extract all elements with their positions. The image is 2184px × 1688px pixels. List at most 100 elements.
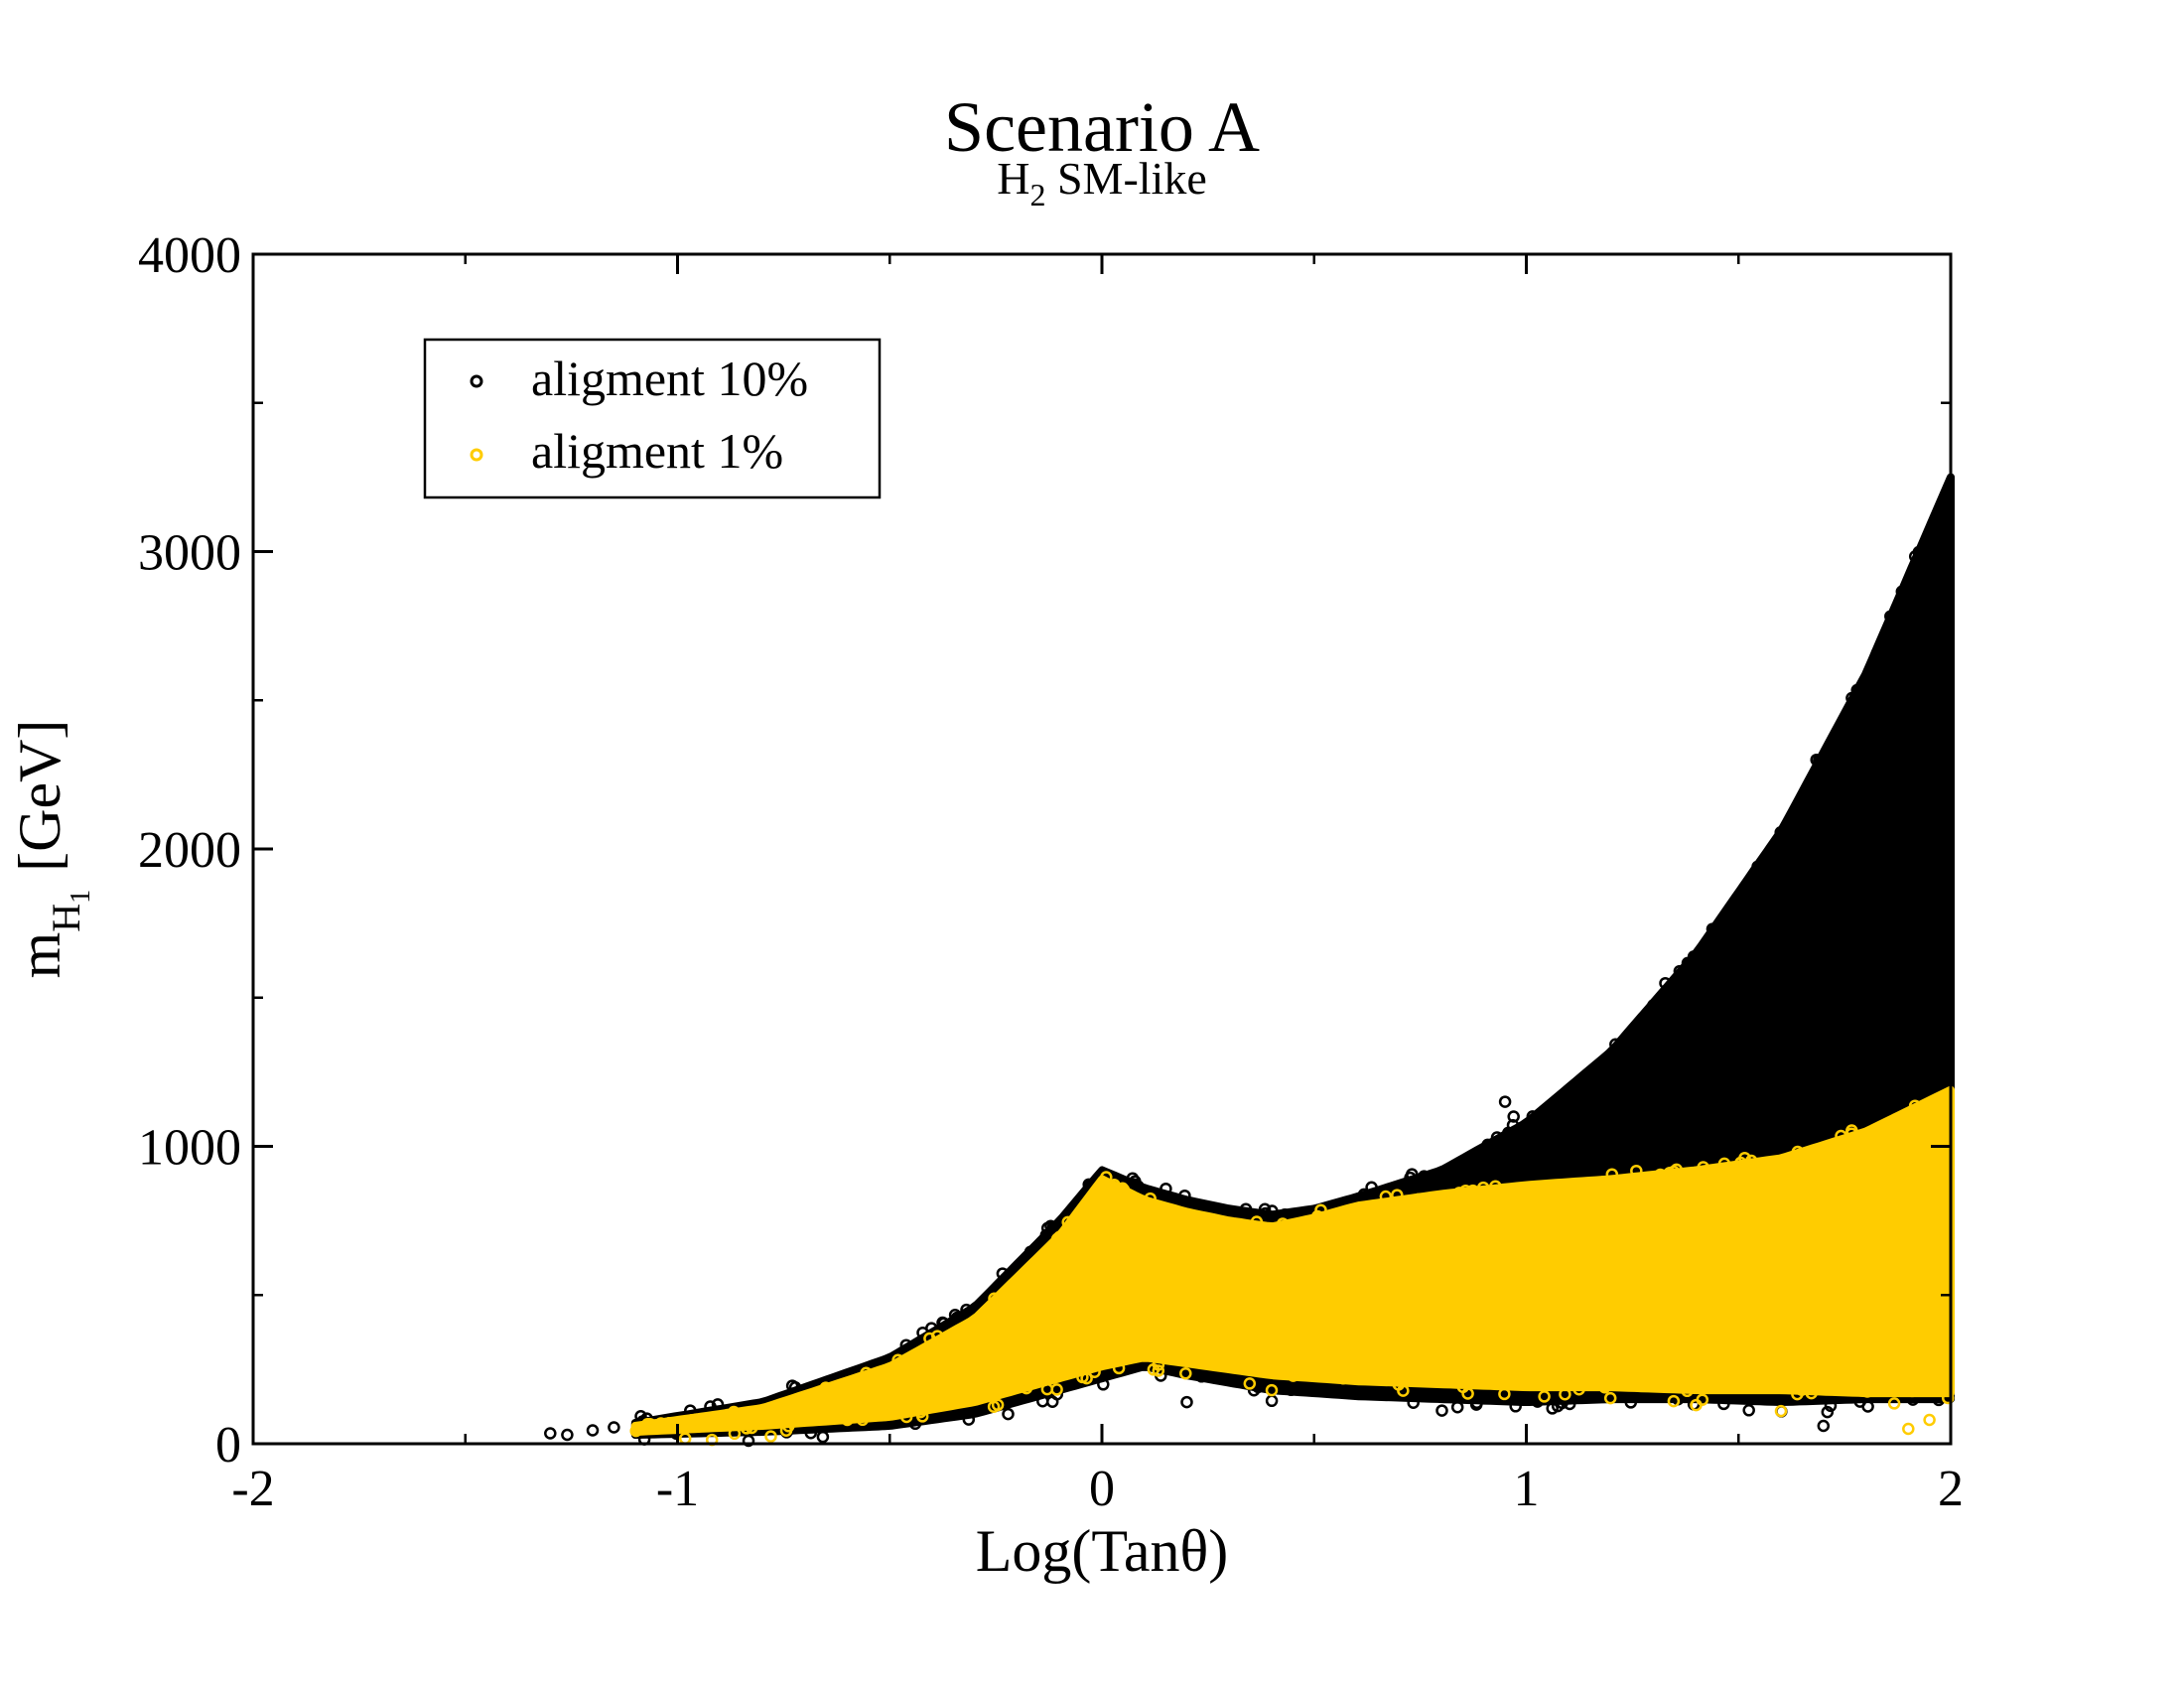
svg-text:mH1[GeV]: mH1 [GeV] (7, 720, 96, 979)
data-point (774, 1399, 788, 1412)
data-point (931, 1330, 944, 1342)
data-point (1221, 1358, 1235, 1371)
data-point (1020, 1381, 1033, 1395)
data-point (1559, 1387, 1571, 1401)
data-point (1624, 1396, 1638, 1409)
legend: aligment 10% aligment 1% (423, 338, 882, 499)
data-point (1097, 1378, 1110, 1391)
data-point (1476, 1181, 1490, 1195)
data-point (1318, 1369, 1331, 1383)
data-point (1435, 1404, 1448, 1417)
data-point (1100, 1171, 1113, 1184)
data-point (1412, 1193, 1425, 1206)
chart-subtitle: H2 SM-like (997, 153, 1207, 212)
data-point (1178, 1189, 1191, 1202)
ylabel-subsub: 1 (66, 890, 96, 904)
data-point (1002, 1407, 1015, 1421)
data-point (908, 1417, 922, 1431)
data-point (1452, 1187, 1466, 1199)
data-point (746, 1421, 758, 1435)
data-point (1538, 1390, 1551, 1403)
data-point (1126, 1172, 1140, 1185)
data-point (1336, 1371, 1350, 1385)
data-point (1603, 1391, 1617, 1405)
data-point (1585, 1179, 1598, 1193)
ylabel-sub: H (44, 904, 88, 932)
x-axis-label: Log(Tanθ) (976, 1518, 1228, 1584)
data-point (1858, 1376, 1872, 1390)
data-point (1375, 1371, 1388, 1385)
data-point (959, 1385, 973, 1399)
series-1 (629, 1085, 1955, 1447)
data-point (740, 1422, 753, 1435)
data-point (1563, 1397, 1576, 1411)
data-point (654, 1417, 668, 1430)
data-point (1527, 1371, 1541, 1384)
data-point (1442, 1367, 1456, 1380)
data-point (727, 1405, 741, 1419)
data-point (1489, 1370, 1502, 1384)
data-point (1738, 1151, 1751, 1165)
data-point (1310, 1209, 1324, 1223)
data-point (1609, 1038, 1622, 1052)
data-point (1528, 1113, 1541, 1127)
data-point (1255, 1378, 1269, 1391)
ylabel-main: m (7, 932, 72, 979)
data-point (816, 1430, 830, 1444)
data-point (1127, 1178, 1140, 1191)
data-point (1459, 1184, 1472, 1197)
data-point (1050, 1232, 1064, 1246)
data-point (1285, 1383, 1297, 1397)
y-tick-label: 3000 (138, 525, 241, 582)
legend-marker-1 (470, 448, 483, 462)
data-point (1822, 1378, 1835, 1392)
legend-marker-0 (470, 374, 483, 388)
data-point (1479, 1390, 1493, 1403)
data-point (1489, 1180, 1502, 1193)
data-point (1206, 1213, 1220, 1226)
data-point (1902, 1422, 1915, 1436)
data-point (1905, 1384, 1919, 1398)
data-point (841, 1413, 854, 1427)
data-point (1052, 1230, 1066, 1244)
data-point (742, 1434, 755, 1448)
data-point (1180, 1395, 1193, 1409)
data-point (1195, 1370, 1208, 1383)
data-point (1667, 1394, 1681, 1408)
data-point (1923, 1413, 1936, 1427)
data-point (1941, 1391, 1955, 1405)
subtitle-sub: 2 (1029, 177, 1045, 212)
data-point (1061, 1215, 1074, 1229)
data-point (922, 1340, 936, 1354)
data-point (1673, 964, 1687, 978)
data-point (1861, 1400, 1874, 1413)
data-point (1434, 1194, 1447, 1206)
data-point (721, 1408, 735, 1422)
data-point (1744, 1154, 1758, 1168)
data-point (586, 1424, 600, 1437)
data-point (1406, 1168, 1419, 1181)
data-point (1407, 1396, 1420, 1409)
x-tick-label: 2 (1938, 1461, 1964, 1517)
y-tick-label: 1000 (138, 1120, 241, 1177)
data-point (1379, 1190, 1393, 1203)
data-point (544, 1427, 557, 1440)
data-point (962, 1413, 976, 1426)
data-point (1742, 1404, 1755, 1417)
data-point (1117, 1183, 1131, 1196)
data-point (1717, 1157, 1731, 1171)
ylabel-rest: [GeV] (7, 720, 72, 872)
data-point (1630, 1164, 1643, 1178)
data-point (899, 1410, 913, 1424)
data-point (1908, 1099, 1922, 1112)
legend-label-0: aligment 10% (531, 351, 808, 406)
data-point (1913, 1377, 1927, 1391)
data-point (914, 1405, 927, 1419)
data-point (1912, 545, 1926, 559)
data-point (1687, 950, 1701, 963)
data-point (1179, 1366, 1192, 1380)
data-point (1895, 585, 1909, 599)
data-point (1685, 1168, 1699, 1181)
y-tick-label: 4000 (138, 227, 241, 284)
